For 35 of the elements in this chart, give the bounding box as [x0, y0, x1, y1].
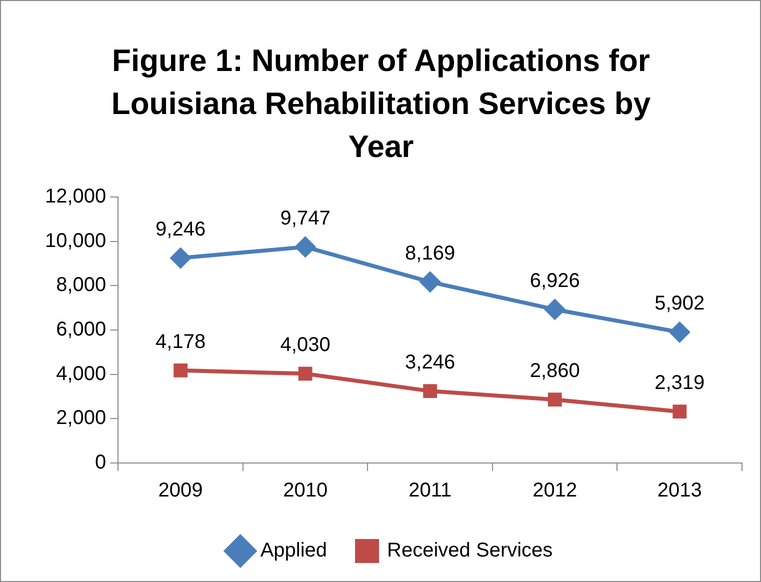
point	[170, 248, 191, 268]
point	[423, 384, 438, 398]
y-tick-label: 6,000	[56, 318, 106, 341]
point	[174, 363, 188, 378]
y-tick-label: 2,000	[56, 407, 106, 430]
point	[295, 236, 316, 257]
data-label: 8,169	[405, 242, 456, 264]
data-label: 2,860	[530, 360, 580, 382]
y-tick-label: 8,000	[56, 274, 106, 296]
point	[670, 322, 690, 342]
x-tick-label: 2013	[657, 480, 702, 502]
point	[544, 299, 565, 320]
chart-title: Figure 1: Number of Applications for Louisiana Rehabilitation Services by Year	[110, 42, 652, 166]
data-label: 5,902	[654, 292, 705, 315]
legend-label: Received Services	[387, 540, 553, 562]
data-label: 4,178	[156, 330, 206, 353]
x-tick-label: 2011	[408, 480, 452, 502]
y-tick-label: 0	[95, 452, 106, 474]
data-label: 4,030	[280, 334, 330, 356]
data-label: 3,246	[405, 352, 456, 374]
x-tick-label: 2012	[532, 480, 578, 502]
point	[548, 392, 562, 407]
point	[672, 404, 687, 419]
data-label: 9,246	[156, 218, 206, 241]
y-tick-label: 4,000	[56, 362, 106, 385]
data-label: 2,319	[654, 372, 705, 394]
legend-label: Applied	[260, 540, 328, 562]
data-label: 9,747	[280, 207, 330, 230]
data-label: 6,926	[530, 270, 580, 292]
point	[420, 272, 440, 292]
y-tick-label: 10,000	[45, 230, 106, 252]
point	[298, 366, 312, 381]
x-tick-label: 2010	[283, 480, 328, 502]
y-tick-label: 12,000	[45, 186, 106, 208]
x-tick-label: 2009	[158, 480, 203, 502]
